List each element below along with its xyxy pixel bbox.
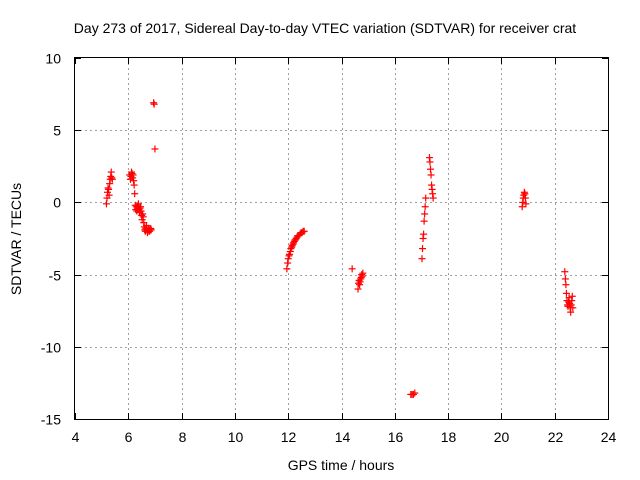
- x-axis-label: GPS time / hours: [288, 457, 395, 473]
- data-point: [147, 226, 155, 234]
- data-point: [427, 171, 435, 179]
- data-point: [567, 308, 575, 316]
- data-points: [102, 99, 577, 398]
- data-point: [359, 269, 367, 277]
- data-point: [409, 390, 417, 398]
- x-tick-label: 24: [601, 429, 617, 445]
- data-point: [522, 200, 530, 208]
- x-tick-label: 8: [179, 429, 187, 445]
- data-point: [426, 158, 434, 166]
- data-point: [283, 265, 291, 273]
- data-point: [105, 191, 113, 199]
- data-point: [422, 194, 430, 202]
- y-tick-label: -10: [41, 340, 61, 356]
- data-point: [418, 255, 426, 263]
- data-point: [151, 145, 159, 153]
- x-tick-label: 12: [281, 429, 297, 445]
- data-point: [130, 181, 138, 189]
- data-point: [568, 292, 576, 300]
- x-tick-labels: 4 6 8 10 12 14 16 18 20 22 24: [72, 429, 617, 445]
- grid-lines: [75, 58, 608, 419]
- plot-frame: [74, 57, 609, 420]
- data-point: [150, 100, 158, 108]
- data-point: [562, 281, 570, 289]
- data-point: [348, 265, 356, 273]
- x-tick-label: 22: [548, 429, 564, 445]
- y-tick-label: -15: [41, 412, 61, 428]
- data-point: [421, 210, 429, 218]
- x-tick-label: 16: [388, 429, 404, 445]
- x-tick-label: 20: [494, 429, 510, 445]
- data-point: [429, 194, 437, 202]
- axis-ticks: [75, 58, 609, 420]
- data-point: [300, 227, 308, 235]
- y-tick-label: 10: [45, 51, 61, 67]
- data-point: [421, 203, 429, 211]
- data-point: [569, 304, 577, 312]
- data-point: [561, 268, 569, 276]
- y-axis-label: SDTVAR / TECUs: [8, 183, 24, 295]
- chart-title: Day 273 of 2017, Sidereal Day-to-day VTE…: [74, 20, 576, 36]
- x-tick-label: 4: [72, 429, 80, 445]
- y-tick-label: 5: [53, 123, 61, 139]
- x-tick-label: 6: [125, 429, 133, 445]
- data-point: [562, 289, 570, 297]
- data-point: [419, 245, 427, 253]
- y-tick-label: 0: [53, 195, 61, 211]
- data-point: [420, 217, 428, 225]
- data-point: [108, 175, 116, 183]
- y-tick-label: -5: [49, 268, 62, 284]
- x-tick-label: 10: [228, 429, 244, 445]
- data-point: [411, 389, 419, 397]
- data-point: [131, 190, 139, 198]
- y-tick-labels: -15 -10 -5 0 5 10: [41, 51, 61, 428]
- x-tick-label: 18: [441, 429, 457, 445]
- x-tick-label: 14: [335, 429, 351, 445]
- data-point: [420, 230, 428, 238]
